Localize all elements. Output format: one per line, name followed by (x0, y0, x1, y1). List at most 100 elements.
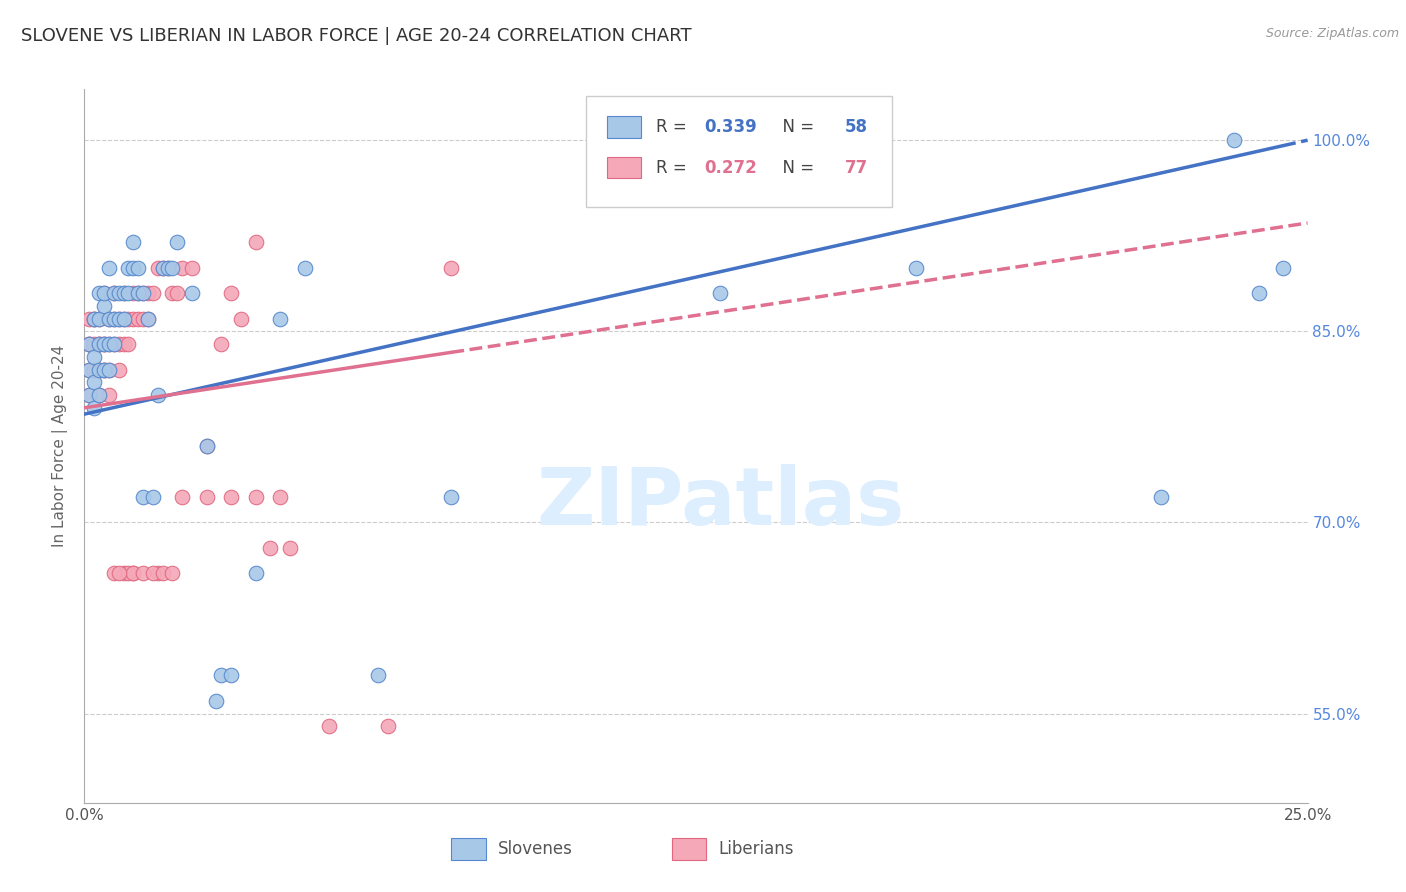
Point (107, 362, 129, 376)
Point (132, 566, 155, 581)
Point (87, 337, 110, 351)
Point (93, 286, 115, 301)
Point (245, 490, 267, 504)
Text: Source: ZipAtlas.com: Source: ZipAtlas.com (1265, 27, 1399, 40)
Point (112, 311, 135, 326)
Point (83, 311, 105, 326)
Text: Slovenes: Slovenes (498, 840, 572, 858)
Point (195, 439, 218, 453)
Point (195, 490, 218, 504)
Point (162, 566, 184, 581)
Point (93, 362, 115, 376)
Point (127, 311, 149, 326)
Point (93, 337, 115, 351)
Point (103, 566, 125, 581)
Text: 0.272: 0.272 (704, 159, 758, 177)
Point (142, 566, 165, 581)
Point (318, 719, 340, 733)
Point (146, 388, 169, 402)
Point (440, 260, 463, 275)
Point (1223, 133, 1246, 147)
Point (219, 490, 242, 504)
Point (146, 566, 169, 581)
Point (132, 286, 155, 301)
Text: R =: R = (655, 118, 692, 136)
Point (87, 311, 110, 326)
Point (181, 260, 204, 275)
Point (83, 362, 105, 376)
Point (209, 668, 232, 682)
Text: N =: N = (772, 118, 820, 136)
FancyBboxPatch shape (672, 838, 706, 860)
FancyBboxPatch shape (606, 116, 641, 137)
FancyBboxPatch shape (586, 96, 891, 207)
Point (103, 286, 125, 301)
Point (112, 311, 135, 326)
Point (83, 362, 105, 376)
Point (172, 260, 194, 275)
FancyBboxPatch shape (606, 157, 641, 178)
Point (87, 362, 110, 376)
Point (117, 566, 139, 581)
Text: Liberians: Liberians (718, 840, 793, 858)
Y-axis label: In Labor Force | Age 20-24: In Labor Force | Age 20-24 (52, 345, 69, 547)
Point (132, 490, 155, 504)
Point (377, 719, 399, 733)
Point (132, 311, 155, 326)
Text: 58: 58 (845, 118, 868, 136)
Point (77, 311, 100, 326)
Point (136, 286, 159, 301)
Point (117, 311, 139, 326)
Point (77, 337, 100, 351)
Point (440, 490, 463, 504)
Point (83, 401, 105, 415)
Point (127, 260, 149, 275)
Point (294, 260, 316, 275)
Point (103, 337, 125, 351)
Point (122, 260, 145, 275)
Point (245, 566, 267, 581)
Point (87, 362, 110, 376)
Point (77, 388, 100, 402)
Point (117, 260, 139, 275)
Text: ZIPatlas: ZIPatlas (536, 464, 904, 542)
Point (112, 566, 135, 581)
Point (107, 566, 129, 581)
Point (87, 388, 110, 402)
Point (77, 337, 100, 351)
Point (107, 311, 129, 326)
Point (103, 337, 125, 351)
FancyBboxPatch shape (451, 838, 485, 860)
Point (77, 388, 100, 402)
Point (87, 337, 110, 351)
Point (166, 235, 188, 249)
Point (77, 337, 100, 351)
Point (146, 260, 169, 275)
Point (152, 260, 174, 275)
Point (229, 311, 252, 326)
Point (122, 286, 145, 301)
Point (269, 490, 291, 504)
Point (205, 694, 228, 708)
Point (83, 311, 105, 326)
Point (87, 311, 110, 326)
Point (107, 311, 129, 326)
Point (1247, 286, 1270, 301)
Point (103, 311, 125, 326)
Point (107, 337, 129, 351)
Point (112, 286, 135, 301)
Point (97, 337, 120, 351)
Point (83, 350, 105, 364)
Point (132, 286, 155, 301)
Point (87, 286, 110, 301)
Point (83, 337, 105, 351)
Text: R =: R = (655, 159, 692, 177)
Point (245, 235, 267, 249)
Point (93, 286, 115, 301)
Point (93, 337, 115, 351)
Point (127, 286, 149, 301)
Point (97, 362, 120, 376)
Point (1272, 260, 1295, 275)
Point (77, 362, 100, 376)
Point (83, 311, 105, 326)
